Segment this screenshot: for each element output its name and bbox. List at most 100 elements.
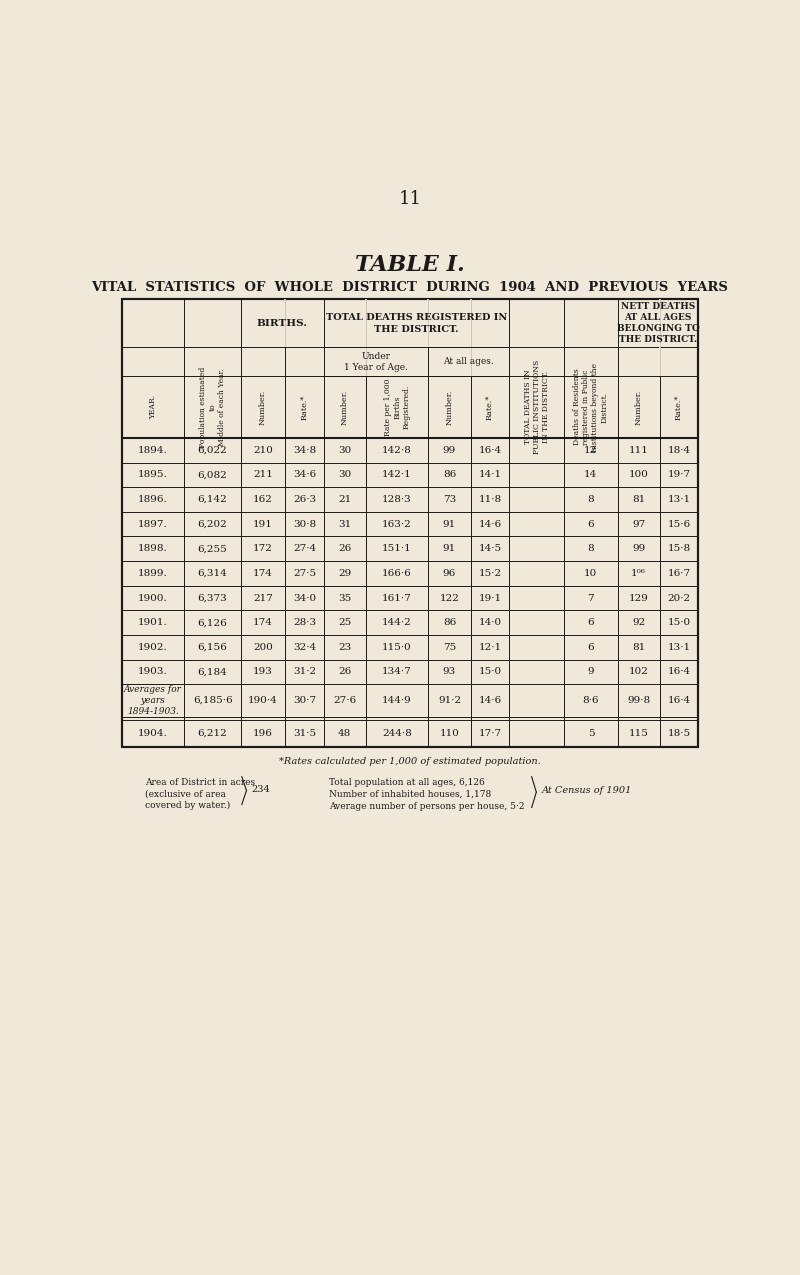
Text: 99·8: 99·8 [627,696,650,705]
Text: 1903.: 1903. [138,668,168,677]
Text: 1897.: 1897. [138,520,168,529]
Text: 16·4: 16·4 [667,696,690,705]
Text: 91·2: 91·2 [438,696,461,705]
Text: Population estimated
to
Middle of each Year.: Population estimated to Middle of each Y… [199,366,226,448]
Text: BIRTHS.: BIRTHS. [257,319,308,328]
Text: TOTAL DEATHS REGISTERED IN
THE DISTRICT.: TOTAL DEATHS REGISTERED IN THE DISTRICT. [326,312,507,334]
Text: 6,255: 6,255 [198,544,227,553]
Text: 151·1: 151·1 [382,544,412,553]
Text: 35: 35 [338,594,351,603]
Text: 21: 21 [338,495,351,504]
Text: 134·7: 134·7 [382,668,412,677]
Text: 16·4: 16·4 [478,446,502,455]
Text: 8·6: 8·6 [582,696,599,705]
Text: 26: 26 [338,544,351,553]
Text: 12: 12 [584,446,598,455]
Text: 96: 96 [443,569,456,578]
Text: 15·6: 15·6 [667,520,690,529]
Text: 190·4: 190·4 [248,696,278,705]
Text: Number.: Number. [341,389,349,425]
Text: 97: 97 [632,520,646,529]
Text: 29: 29 [338,569,351,578]
Text: 26·3: 26·3 [293,495,316,504]
Text: 162: 162 [253,495,273,504]
Text: 11·8: 11·8 [478,495,502,504]
Text: 31: 31 [338,520,351,529]
Text: 6,022: 6,022 [198,446,227,455]
Text: Rate.*: Rate.* [486,394,494,419]
Text: Number.: Number. [446,389,454,425]
Text: 6,185·6: 6,185·6 [193,696,233,705]
Text: 15·2: 15·2 [478,569,502,578]
Text: Deaths of Residents
registered in Public
Institutions beyond the
District.: Deaths of Residents registered in Public… [573,362,609,451]
Text: 18·5: 18·5 [667,729,690,738]
Text: 1896.: 1896. [138,495,168,504]
Text: 115: 115 [629,729,649,738]
Text: 6: 6 [587,520,594,529]
Text: 196: 196 [253,729,273,738]
Text: 161·7: 161·7 [382,594,412,603]
Text: 1899.: 1899. [138,569,168,578]
Text: Under
1 Year of Age.: Under 1 Year of Age. [344,352,408,372]
Text: 19·7: 19·7 [667,470,690,479]
Text: 34·6: 34·6 [293,470,316,479]
Text: Total population at all ages, 6,126
Number of inhabited houses, 1,178
Average nu: Total population at all ages, 6,126 Numb… [329,778,524,811]
Text: 27·6: 27·6 [334,696,356,705]
Text: 144·9: 144·9 [382,696,412,705]
Text: 9: 9 [587,668,594,677]
Text: 166·6: 166·6 [382,569,412,578]
Text: 31·5: 31·5 [293,729,316,738]
Text: 122: 122 [439,594,459,603]
Text: 18·4: 18·4 [667,446,690,455]
Text: 5: 5 [587,729,594,738]
Text: 12·1: 12·1 [478,643,502,652]
Text: 26: 26 [338,668,351,677]
Text: 93: 93 [443,668,456,677]
Text: 92: 92 [632,618,646,627]
Text: 30·7: 30·7 [293,696,316,705]
Text: 163·2: 163·2 [382,520,412,529]
Text: Area of District in acres
(exclusive of area
covered by water.): Area of District in acres (exclusive of … [145,778,255,810]
Text: Rate per 1,000
Births
Registered.: Rate per 1,000 Births Registered. [384,379,410,436]
Text: 30·8: 30·8 [293,520,316,529]
Text: 27·4: 27·4 [293,544,316,553]
Text: 99: 99 [443,446,456,455]
Text: Number.: Number. [259,389,267,425]
Text: 25: 25 [338,618,351,627]
Text: 110: 110 [439,729,459,738]
Text: 31·2: 31·2 [293,668,316,677]
Text: 217: 217 [253,594,273,603]
Text: 142·8: 142·8 [382,446,412,455]
Text: 14·1: 14·1 [478,470,502,479]
Text: 20·2: 20·2 [667,594,690,603]
Text: 30: 30 [338,470,351,479]
Text: 15·8: 15·8 [667,544,690,553]
Text: 91: 91 [443,520,456,529]
Text: 1901.: 1901. [138,618,168,627]
Text: At Census of 1901: At Census of 1901 [542,787,632,796]
Text: 6,126: 6,126 [198,618,227,627]
Text: 6,212: 6,212 [198,729,227,738]
Text: 86: 86 [443,618,456,627]
Text: 234: 234 [251,784,270,793]
Text: 91: 91 [443,544,456,553]
Text: 100: 100 [629,470,649,479]
Text: 8: 8 [587,544,594,553]
Text: 81: 81 [632,495,646,504]
Text: 211: 211 [253,470,273,479]
Text: 129: 129 [629,594,649,603]
Text: 6,373: 6,373 [198,594,227,603]
Text: 17·7: 17·7 [478,729,502,738]
Text: 7: 7 [587,594,594,603]
Text: 128·3: 128·3 [382,495,412,504]
Text: 102: 102 [629,668,649,677]
Text: 1⁰⁶: 1⁰⁶ [631,569,646,578]
Text: 1895.: 1895. [138,470,168,479]
Text: 32·4: 32·4 [293,643,316,652]
Text: 193: 193 [253,668,273,677]
Text: 111: 111 [629,446,649,455]
Text: 244·8: 244·8 [382,729,412,738]
Text: 14·6: 14·6 [478,696,502,705]
Text: 6,082: 6,082 [198,470,227,479]
Text: 10: 10 [584,569,598,578]
